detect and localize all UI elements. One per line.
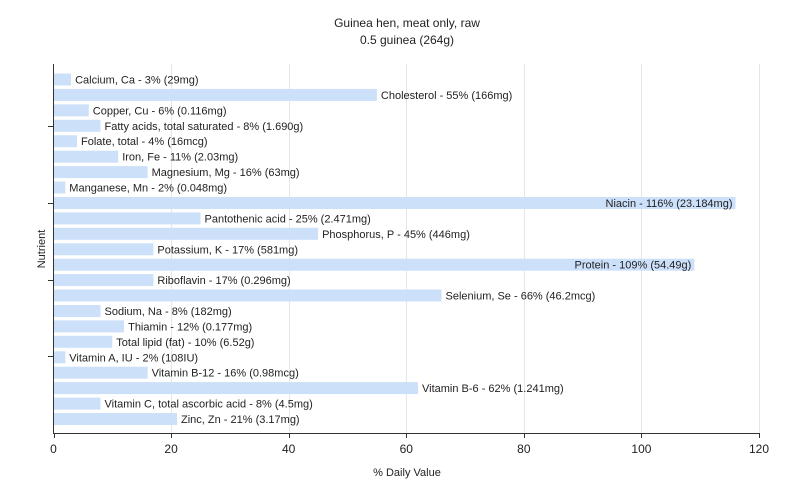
x-tick-label-2: 40: [282, 442, 296, 456]
bar-8: [54, 197, 736, 209]
bar-label-4: Folate, total - 4% (16mcg): [81, 136, 208, 148]
bar-label-13: Riboflavin - 17% (0.296mg): [157, 275, 290, 287]
bar-18: [54, 351, 66, 364]
bar-label-8: Niacin - 116% (23.184mg): [606, 198, 733, 210]
bar-label-2: Copper, Cu - 6% (0.116mg): [93, 105, 227, 117]
bar-22: [54, 413, 177, 425]
bar-label-22: Zinc, Zn - 21% (3.17mg): [181, 414, 300, 426]
bar-4: [54, 135, 77, 148]
bar-16: [54, 320, 124, 333]
x-tick-label-1: 20: [164, 442, 178, 456]
y-axis-title: Nutrient: [36, 230, 48, 269]
bar-11: [54, 243, 154, 256]
bar-13: [54, 274, 154, 287]
bar-6: [54, 166, 148, 179]
bar-label-0: Calcium, Ca - 3% (29mg): [75, 75, 198, 87]
bar-label-20: Vitamin B-6 - 62% (1.241mg): [422, 383, 564, 395]
bar-label-18: Vitamin A, IU - 2% (108IU): [69, 352, 198, 364]
bar-label-19: Vitamin B-12 - 16% (0.98mcg): [152, 368, 299, 380]
bar-label-7: Manganese, Mn - 2% (0.048mg): [69, 183, 227, 195]
bar-label-17: Total lipid (fat) - 10% (6.52g): [116, 337, 254, 349]
x-tick-label-0: 0: [50, 442, 57, 456]
bar-1: [54, 88, 377, 101]
x-ticks: 0 20 40 60 80 100 120: [50, 433, 769, 456]
x-axis-title: % Daily Value: [373, 467, 441, 479]
bar-label-9: Pantothenic acid - 25% (2.471mg): [205, 213, 371, 225]
bar-label-12: Protein - 109% (54.49g): [575, 260, 692, 272]
bar-5: [54, 150, 119, 163]
bar-7: [54, 181, 66, 194]
bar-label-1: Cholesterol - 55% (166mg): [381, 90, 512, 102]
bar-label-5: Iron, Fe - 11% (2.03mg): [122, 152, 238, 164]
bar-label-3: Fatty acids, total saturated - 8% (1.690…: [105, 121, 304, 133]
bar-17: [54, 335, 113, 348]
grid-lines: [171, 64, 760, 433]
bar-9: [54, 212, 201, 225]
x-tick-label-3: 60: [400, 442, 414, 456]
bar-19: [54, 366, 148, 379]
bar-21: [54, 397, 101, 410]
chart-title: Guinea hen, meat only, raw: [334, 16, 480, 30]
bar-label-21: Vitamin C, total ascorbic acid - 8% (4.5…: [105, 399, 313, 411]
bar-3: [54, 119, 101, 132]
bar-label-6: Magnesium, Mg - 16% (63mg): [152, 167, 300, 179]
bar-20: [54, 382, 418, 395]
chart-subtitle: 0.5 guinea (264g): [360, 33, 454, 47]
bar-label-15: Sodium, Na - 8% (182mg): [105, 306, 232, 318]
bar-label-16: Thiamin - 12% (0.177mg): [128, 321, 252, 333]
bar-2: [54, 104, 89, 117]
bar-label-14: Selenium, Se - 66% (46.2mcg): [446, 291, 596, 303]
bar-14: [54, 289, 442, 302]
bar-15: [54, 305, 101, 317]
bar-12: [54, 258, 695, 271]
bar-10: [54, 227, 319, 240]
bar-label-11: Potassium, K - 17% (581mg): [157, 244, 298, 256]
x-tick-label-4: 80: [517, 442, 531, 456]
bar-label-10: Phosphorus, P - 45% (446mg): [322, 229, 470, 241]
x-tick-label-5: 100: [631, 442, 651, 456]
bar-0: [54, 73, 72, 86]
x-tick-label-6: 120: [749, 442, 769, 456]
y-ticks: [48, 126, 53, 357]
bars: Calcium, Ca - 3% (29mg) Cholesterol - 55%…: [54, 73, 736, 426]
